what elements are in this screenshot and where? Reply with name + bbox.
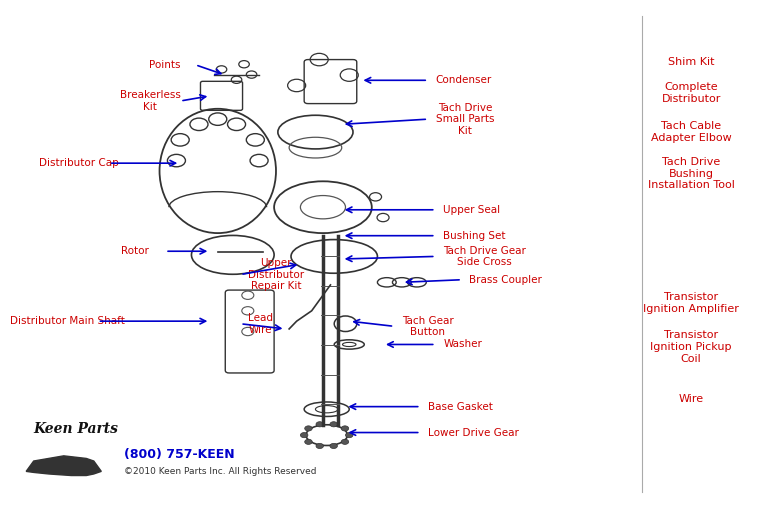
Text: Upper
Distributor
Repair Kit: Upper Distributor Repair Kit [248, 258, 304, 291]
Circle shape [346, 433, 353, 438]
Text: Distributor Cap: Distributor Cap [38, 158, 119, 168]
Circle shape [316, 443, 323, 449]
Text: Shim Kit: Shim Kit [668, 57, 715, 67]
Circle shape [330, 443, 337, 449]
Text: Wire: Wire [678, 394, 704, 404]
Polygon shape [26, 456, 102, 476]
Circle shape [305, 439, 312, 444]
Text: Bushing Set: Bushing Set [444, 231, 506, 241]
Text: Tach Drive Gear
Side Cross: Tach Drive Gear Side Cross [444, 246, 526, 267]
Text: Points: Points [149, 60, 181, 70]
Circle shape [300, 433, 308, 438]
Text: Breakerless
Kit: Breakerless Kit [119, 90, 181, 112]
Text: Brass Coupler: Brass Coupler [470, 275, 542, 285]
Text: Lead
Wire: Lead Wire [248, 313, 273, 335]
Circle shape [305, 426, 312, 431]
Text: Condenser: Condenser [436, 75, 492, 85]
Text: Complete
Distributor: Complete Distributor [661, 82, 721, 104]
Text: Transistor
Ignition Pickup
Coil: Transistor Ignition Pickup Coil [651, 330, 732, 364]
Text: Tach Drive
Small Parts
Kit: Tach Drive Small Parts Kit [436, 103, 494, 136]
Circle shape [316, 422, 323, 427]
Text: Rotor: Rotor [121, 246, 149, 256]
Text: Transistor
Ignition Amplifier: Transistor Ignition Amplifier [643, 292, 739, 314]
Text: Tach Gear
Button: Tach Gear Button [402, 315, 454, 337]
Text: Lower Drive Gear: Lower Drive Gear [428, 427, 519, 438]
Text: Tach Drive
Bushing
Installation Tool: Tach Drive Bushing Installation Tool [648, 157, 735, 190]
Text: Upper Seal: Upper Seal [444, 205, 501, 215]
Text: Base Gasket: Base Gasket [428, 401, 493, 412]
Text: ©2010 Keen Parts Inc. All Rights Reserved: ©2010 Keen Parts Inc. All Rights Reserve… [124, 467, 316, 476]
Circle shape [341, 426, 349, 431]
Text: Keen Parts: Keen Parts [34, 422, 119, 436]
Text: Tach Cable
Adapter Elbow: Tach Cable Adapter Elbow [651, 121, 732, 143]
Text: (800) 757-KEEN: (800) 757-KEEN [124, 449, 234, 462]
Text: Distributor Main Shaft: Distributor Main Shaft [10, 316, 125, 326]
Circle shape [341, 439, 349, 444]
Text: Washer: Washer [444, 339, 482, 350]
Circle shape [330, 422, 337, 427]
